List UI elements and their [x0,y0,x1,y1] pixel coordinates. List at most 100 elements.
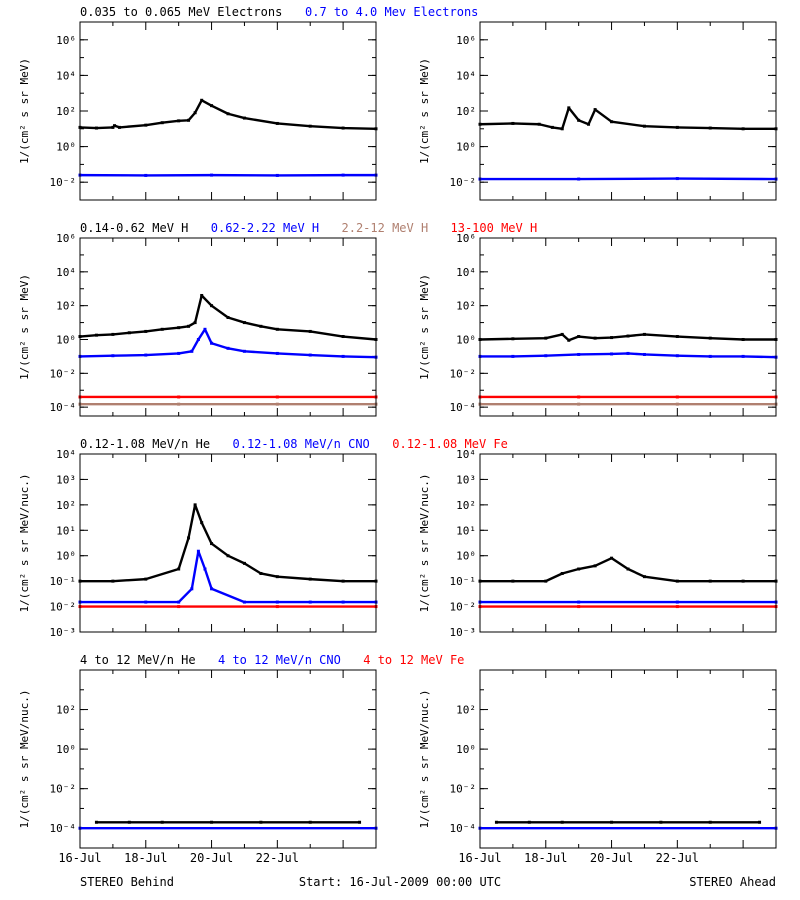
data-point [275,351,279,355]
data-point [593,564,597,568]
data-point [675,354,679,358]
data-point [358,820,362,824]
y-tick-label: 10⁰ [456,333,476,346]
y-tick-label: 10¹ [456,524,476,537]
title-entry-2-2: 0.12-1.08 MeV Fe [392,437,508,451]
y-tick-label: 10² [56,300,76,313]
y-tick-label: 10¹ [56,524,76,537]
data-point [642,575,646,579]
data-point [127,331,131,335]
data-point [642,332,646,336]
data-point [190,587,194,591]
series-line-0-0 [79,294,377,341]
data-point [193,111,197,115]
data-point [210,542,214,546]
data-point [741,579,745,583]
data-point [511,354,515,358]
data-point [308,577,312,581]
y-tick-label: 10⁶ [456,232,476,245]
data-point [210,173,214,177]
data-point [577,395,581,399]
data-point [94,820,98,824]
y-tick-label: 10⁶ [56,34,76,47]
panel-ahead-2: 1/(cm² s sr MeV/nuc.) 10⁻³ 10⁻² 10⁻¹ 10⁰ 10¹ 1… [418,448,778,639]
data-point [111,125,115,129]
title-entry-3-2: 4 to 12 MeV Fe [363,653,464,667]
data-point [610,336,614,340]
data-point [94,333,98,337]
data-point [144,600,148,604]
data-point [193,503,197,507]
data-point [659,820,663,824]
data-point [626,351,630,355]
data-point [226,315,230,319]
y-tick-label: 10⁰ [456,550,476,563]
data-point [741,127,745,131]
chart-row-3: 4 to 12 MeV/n He 4 to 12 MeV/n CNO 4 to 12… [18,653,778,865]
plot-frame [79,21,377,201]
data-point [144,173,148,177]
title-entry-0-1: 0.7 to 4.0 Mev Electrons [305,5,478,19]
x-tick-label: 16-Jul [458,851,501,865]
data-point [758,820,762,824]
y-tick-label: 10⁴ [56,448,76,461]
x-tick-label: 18-Jul [124,851,167,865]
data-point [242,349,246,353]
data-point [259,324,263,328]
data-point [544,579,548,583]
data-point [560,571,564,575]
y-tick-label: 10² [456,704,476,717]
y-tick-label: 10⁻³ [450,626,477,639]
chart-row-2: 0.12-1.08 MeV/n He 0.12-1.08 MeV/n CNO 0.1… [18,437,778,639]
plot-frame [479,453,777,633]
data-point [675,600,679,604]
data-point [642,352,646,356]
data-point [259,571,263,575]
panel-behind-0: 1/(cm² s sr MeV) 10⁻² 10⁰ 10² 10⁴ 10⁶ [18,21,378,201]
y-axis-label: 1/(cm² s sr MeV/nuc.) [18,689,31,828]
chart-row-1: 0.14-0.62 MeV H 0.62-2.22 MeV H 2.2-12 MeV… [18,221,778,417]
data-point [567,338,571,342]
panel-ahead-0: 1/(cm² s sr MeV) 10⁻² 10⁰ 10² 10⁴ 10⁶ [418,21,778,201]
data-point [741,354,745,358]
data-point [708,820,712,824]
y-tick-label: 10⁴ [56,266,76,279]
data-point [560,127,564,131]
y-tick-label: 10⁻³ [50,626,77,639]
data-point [187,536,191,540]
footer-center: Start: 16-Jul-2009 00:00 UTC [299,875,501,889]
data-point [577,567,581,571]
footer-left: STEREO Behind [80,875,174,889]
y-axis-label: 1/(cm² s sr MeV) [418,274,431,380]
data-point [259,820,263,824]
data-point [544,354,548,358]
y-tick-label: 10⁰ [56,141,76,154]
data-point [560,820,564,824]
plot-frame [79,237,377,417]
data-point [187,118,191,122]
data-point [341,354,345,358]
data-point [511,579,515,583]
data-point [144,123,148,127]
x-tick-label: 20-Jul [590,851,633,865]
data-point [226,346,230,350]
y-axis-label: 1/(cm² s sr MeV/nuc.) [18,473,31,612]
data-point [111,354,115,358]
data-point [210,304,214,308]
data-point [144,329,148,333]
footer-right: STEREO Ahead [689,875,776,889]
x-tick-label: 22-Jul [656,851,699,865]
y-tick-label: 10⁰ [56,333,76,346]
y-tick-label: 10⁰ [456,141,476,154]
y-tick-label: 10³ [56,473,76,486]
y-tick-label: 10² [456,300,476,313]
plot-frame [479,669,777,849]
x-tick-label: 18-Jul [524,851,567,865]
data-point [200,521,204,525]
data-point [200,98,204,102]
y-tick-label: 10⁻¹ [50,575,77,588]
x-tick-label: 20-Jul [190,851,233,865]
data-point [567,106,571,110]
y-tick-label: 10⁴ [456,448,476,461]
